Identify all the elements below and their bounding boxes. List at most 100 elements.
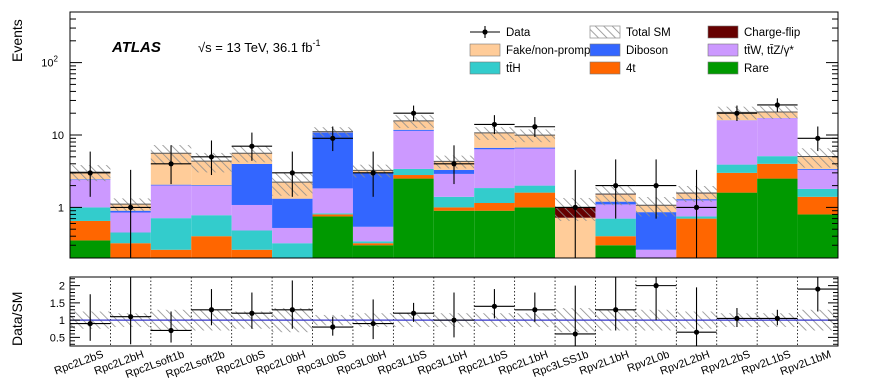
ratio-tick-label: 1 bbox=[59, 315, 65, 327]
ratio-point bbox=[289, 307, 295, 313]
y-tick-label: 10 bbox=[52, 130, 64, 142]
ratio-point bbox=[330, 324, 336, 330]
bar-segment bbox=[191, 215, 232, 237]
ratio-point bbox=[370, 320, 376, 327]
ratio-point bbox=[653, 283, 659, 289]
ratio-point bbox=[613, 307, 619, 313]
bar-segment bbox=[272, 243, 313, 258]
bar-segment bbox=[70, 220, 111, 241]
ratio-point bbox=[451, 317, 457, 323]
data-point bbox=[87, 170, 93, 176]
data-point bbox=[532, 124, 538, 130]
bar-segment bbox=[474, 203, 515, 211]
legend-label: Diboson bbox=[626, 45, 668, 57]
ratio-point bbox=[208, 307, 215, 313]
legend-label: 4t bbox=[626, 63, 636, 75]
y-tick-label: 1 bbox=[58, 202, 64, 214]
bar-segment bbox=[191, 185, 232, 186]
experiment-label: ATLAS bbox=[111, 39, 161, 56]
ratio-point bbox=[774, 315, 780, 321]
bar-segment bbox=[514, 148, 556, 186]
bar-segment bbox=[716, 192, 758, 258]
bar-segment bbox=[393, 175, 434, 179]
data-point bbox=[168, 161, 174, 167]
data-point bbox=[208, 154, 215, 160]
legend-label: tt̄H bbox=[506, 63, 521, 75]
bar-segment bbox=[393, 178, 434, 258]
bar-segment bbox=[150, 184, 192, 186]
ratio-tick-label: 2 bbox=[59, 281, 65, 293]
data-point bbox=[128, 204, 134, 210]
bar-segment bbox=[231, 163, 273, 205]
bar-segment bbox=[70, 240, 111, 258]
bar-segment bbox=[433, 207, 475, 211]
ratio-point bbox=[128, 314, 134, 320]
data-point bbox=[693, 204, 700, 210]
bar-segment bbox=[312, 216, 353, 258]
legend-data-marker bbox=[482, 29, 488, 35]
bar-segment bbox=[716, 120, 758, 165]
ratio-point bbox=[410, 310, 417, 316]
lumi-superscript: -1 bbox=[312, 38, 320, 48]
bar-segment bbox=[716, 172, 758, 193]
bar-segment bbox=[231, 249, 273, 258]
bar-segment bbox=[272, 198, 313, 228]
data-point bbox=[653, 183, 659, 189]
bar-segment bbox=[312, 214, 353, 217]
data-point bbox=[451, 161, 457, 167]
bar-segment bbox=[757, 163, 798, 179]
data-point bbox=[613, 183, 619, 189]
ratio-point bbox=[168, 327, 174, 334]
legend-label: Fake/non-prompt bbox=[506, 45, 594, 57]
data-point bbox=[774, 102, 780, 108]
ratio-y-axis-label: Data/SM bbox=[9, 292, 25, 346]
ratio-plot: 0.511.52 Data/SM Rpc2L2bSRpc2L2bHRpc2Lso… bbox=[9, 276, 839, 381]
bar-segment bbox=[312, 188, 353, 214]
legend-label: Total SM bbox=[626, 27, 671, 39]
bar-segment bbox=[352, 245, 394, 258]
main-plot: 1 10 102 Events ATLAS √s = 13 TeV, 36.1 fb… bbox=[9, 11, 839, 259]
total-sm-uncertainty bbox=[757, 106, 798, 119]
bar-segment bbox=[474, 147, 515, 150]
legend-swatch bbox=[469, 43, 501, 57]
data-point bbox=[370, 170, 376, 176]
legend-swatch bbox=[707, 61, 739, 75]
bar-segment bbox=[393, 129, 434, 131]
bar-segment bbox=[635, 249, 677, 258]
legend: Data Total SM Charge-flip Fake/non-prompt Di… bbox=[469, 25, 800, 75]
bar-segment bbox=[757, 178, 798, 258]
ratio-tick-label: 0.5 bbox=[50, 332, 65, 344]
ratio-tick-label: 1.5 bbox=[50, 298, 65, 310]
bar-segment bbox=[514, 185, 556, 193]
bar-segment bbox=[797, 188, 838, 197]
bar-segment bbox=[595, 218, 636, 237]
bar-segment bbox=[231, 204, 273, 231]
bar-segment bbox=[191, 185, 232, 216]
bar-segment bbox=[474, 149, 515, 189]
bar-segment bbox=[312, 213, 353, 215]
bar-segment bbox=[433, 210, 475, 258]
ratio-point bbox=[249, 310, 255, 316]
bar-segment bbox=[191, 236, 232, 258]
bar-segment bbox=[352, 243, 394, 246]
legend-swatch bbox=[469, 61, 501, 75]
y-axis-label: Events bbox=[9, 19, 25, 62]
bar-segment bbox=[757, 156, 798, 164]
bar-segment bbox=[595, 245, 636, 258]
bar-segment bbox=[474, 210, 515, 258]
bar-segment bbox=[150, 185, 192, 219]
bar-segment bbox=[514, 192, 556, 208]
bar-segment bbox=[272, 227, 313, 244]
bar-segment bbox=[474, 188, 515, 204]
bar-segment bbox=[352, 226, 394, 242]
bar-segment bbox=[393, 168, 434, 176]
bar-segment bbox=[150, 218, 192, 250]
legend-swatch bbox=[589, 25, 621, 39]
data-point bbox=[410, 110, 417, 116]
data-point bbox=[330, 135, 336, 141]
energy-label: √s = 13 TeV, 36.1 fb bbox=[198, 40, 312, 55]
bar-segment bbox=[393, 130, 434, 169]
ratio-point bbox=[815, 286, 821, 292]
bar-segment bbox=[433, 196, 475, 208]
